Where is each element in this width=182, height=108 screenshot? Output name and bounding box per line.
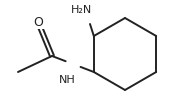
Text: O: O (33, 16, 43, 29)
Text: NH: NH (59, 75, 75, 85)
Text: H₂N: H₂N (71, 5, 93, 15)
